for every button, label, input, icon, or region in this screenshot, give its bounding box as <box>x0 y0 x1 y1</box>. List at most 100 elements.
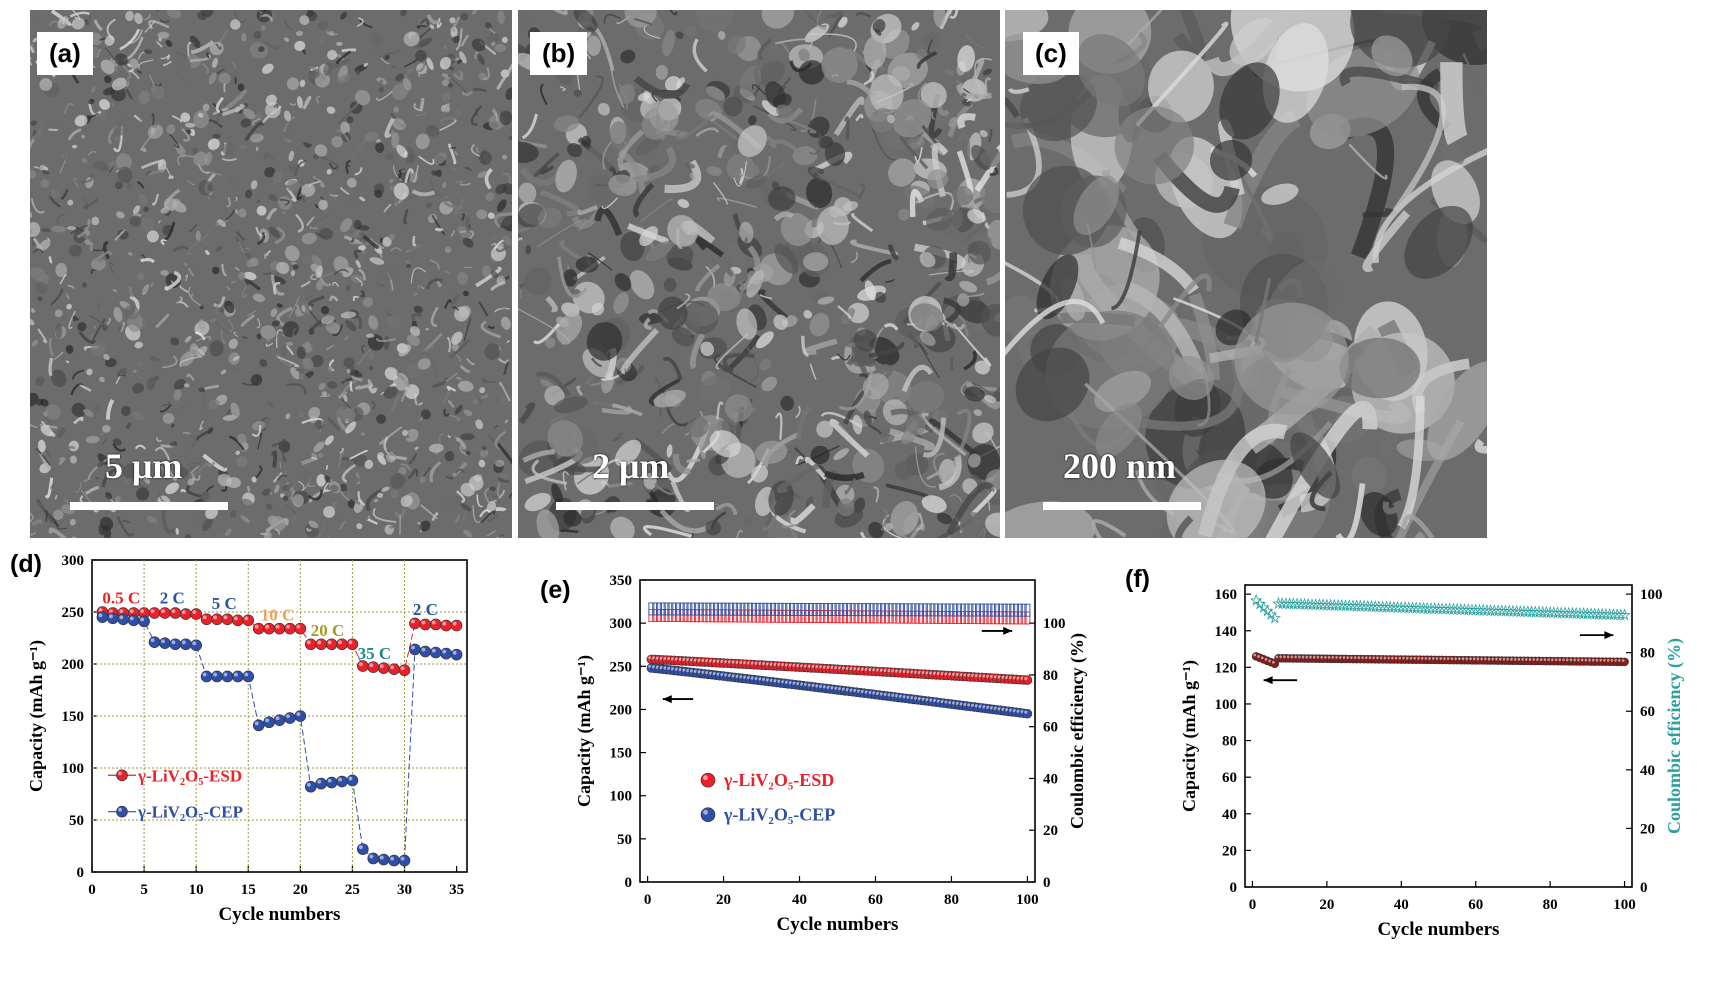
efficiency-point <box>957 612 962 624</box>
efficiency-point <box>774 610 779 622</box>
efficiency-point <box>717 610 722 622</box>
capacity-point <box>1621 658 1629 666</box>
y-tick-label: 100 <box>62 761 85 777</box>
data-point-esd-highlight <box>390 665 394 669</box>
efficiency-point <box>972 604 977 616</box>
y-tick-label: 200 <box>62 657 85 673</box>
efficiency-point <box>767 603 772 615</box>
efficiency-point <box>1021 612 1026 624</box>
sem-ridge <box>50 358 52 376</box>
legend-marker <box>701 773 715 787</box>
sem-ridge <box>421 100 423 112</box>
sem-ridge <box>247 104 250 105</box>
efficiency-point <box>964 612 969 624</box>
efficiency-point <box>702 610 707 622</box>
data-point-cep <box>389 855 400 866</box>
y2-tick-label: 100 <box>1640 587 1663 603</box>
efficiency-point <box>926 611 931 623</box>
efficiency-point <box>862 604 867 616</box>
efficiency-point <box>827 611 832 623</box>
efficiency-point <box>694 610 699 622</box>
y-tick-label: 250 <box>610 659 633 675</box>
efficiency-point <box>679 603 684 615</box>
efficiency-point <box>1002 604 1007 616</box>
data-point-esd-highlight <box>369 663 373 667</box>
efficiency-point <box>1021 604 1026 616</box>
data-point-cep <box>253 720 264 731</box>
data-point-cep-highlight <box>234 673 238 677</box>
efficiency-point <box>774 603 779 615</box>
y2-tick-label: 0 <box>1043 875 1051 891</box>
efficiency-point <box>694 603 699 615</box>
sem-ridge <box>265 255 266 259</box>
rate-label: 35 C <box>358 644 392 663</box>
efficiency-point <box>751 603 756 615</box>
data-point-esd <box>212 614 223 625</box>
rate-label: 2 C <box>160 589 185 608</box>
data-point-esd <box>389 664 400 675</box>
data-point-cep-highlight <box>244 673 248 677</box>
efficiency-point <box>721 610 726 622</box>
data-point-cep <box>149 637 160 648</box>
efficiency-point <box>664 609 669 621</box>
efficiency-point <box>995 612 1000 624</box>
capacity-point <box>1023 709 1032 718</box>
efficiency-point <box>759 610 764 622</box>
y-axis-title: Capacity (mAh g⁻¹) <box>574 655 595 807</box>
x-axis-title: Cycle numbers <box>219 904 341 925</box>
data-point-esd <box>378 663 389 674</box>
data-point-cep <box>118 614 129 625</box>
efficiency-point <box>922 604 927 616</box>
x-tick-label: 60 <box>1468 897 1483 913</box>
sem-ridge <box>1451 62 1457 140</box>
legend-label: γ-LiV₂O₅-CEP <box>723 805 835 825</box>
y-tick-label: 0 <box>1230 880 1238 896</box>
efficiency-point <box>972 612 977 624</box>
scale-bar-label-c: 200 nm <box>1063 445 1176 487</box>
efficiency-point <box>808 603 813 615</box>
efficiency-point <box>717 603 722 615</box>
sem-ridge <box>450 148 455 149</box>
legend-marker <box>117 770 128 781</box>
efficiency-point <box>877 604 882 616</box>
efficiency-point <box>934 611 939 623</box>
data-point-esd <box>222 614 233 625</box>
data-point-esd <box>368 662 379 673</box>
efficiency-point <box>983 604 988 616</box>
data-point-esd <box>295 623 306 634</box>
arrow-right-axis-head <box>1604 631 1613 639</box>
data-point-cep <box>409 644 420 655</box>
efficiency-point <box>843 611 848 623</box>
efficiency-point <box>900 604 905 616</box>
efficiency-point <box>660 603 665 615</box>
data-point-esd <box>253 623 264 634</box>
efficiency-point <box>649 609 654 621</box>
efficiency-point <box>793 603 798 615</box>
plot-frame <box>1245 585 1632 887</box>
sem-ridge <box>351 243 362 244</box>
efficiency-point <box>653 603 658 615</box>
efficiency-point <box>664 603 669 615</box>
sem-ridge <box>278 372 285 373</box>
sem-ridge <box>416 470 417 476</box>
efficiency-point <box>881 611 886 623</box>
efficiency-point <box>763 603 768 615</box>
efficiency-point <box>744 610 749 622</box>
efficiency-point <box>1006 612 1011 624</box>
data-point-cep <box>316 778 327 789</box>
data-point-esd <box>451 620 462 631</box>
panel-label-b: (b) <box>530 32 587 75</box>
efficiency-point <box>778 610 783 622</box>
efficiency-point <box>1025 612 1030 624</box>
data-point-esd-highlight <box>401 666 405 670</box>
data-point-cep-highlight <box>317 780 321 784</box>
sem-ridge <box>236 78 237 84</box>
arrow-left-axis-head <box>663 695 672 703</box>
efficiency-point <box>789 610 794 622</box>
sem-ridge <box>182 490 186 492</box>
y2-tick-label: 20 <box>1640 821 1655 837</box>
sem-ridge <box>342 50 356 51</box>
efficiency-point <box>816 603 821 615</box>
data-point-esd-highlight <box>234 616 238 620</box>
data-point-cep-highlight <box>265 718 269 722</box>
